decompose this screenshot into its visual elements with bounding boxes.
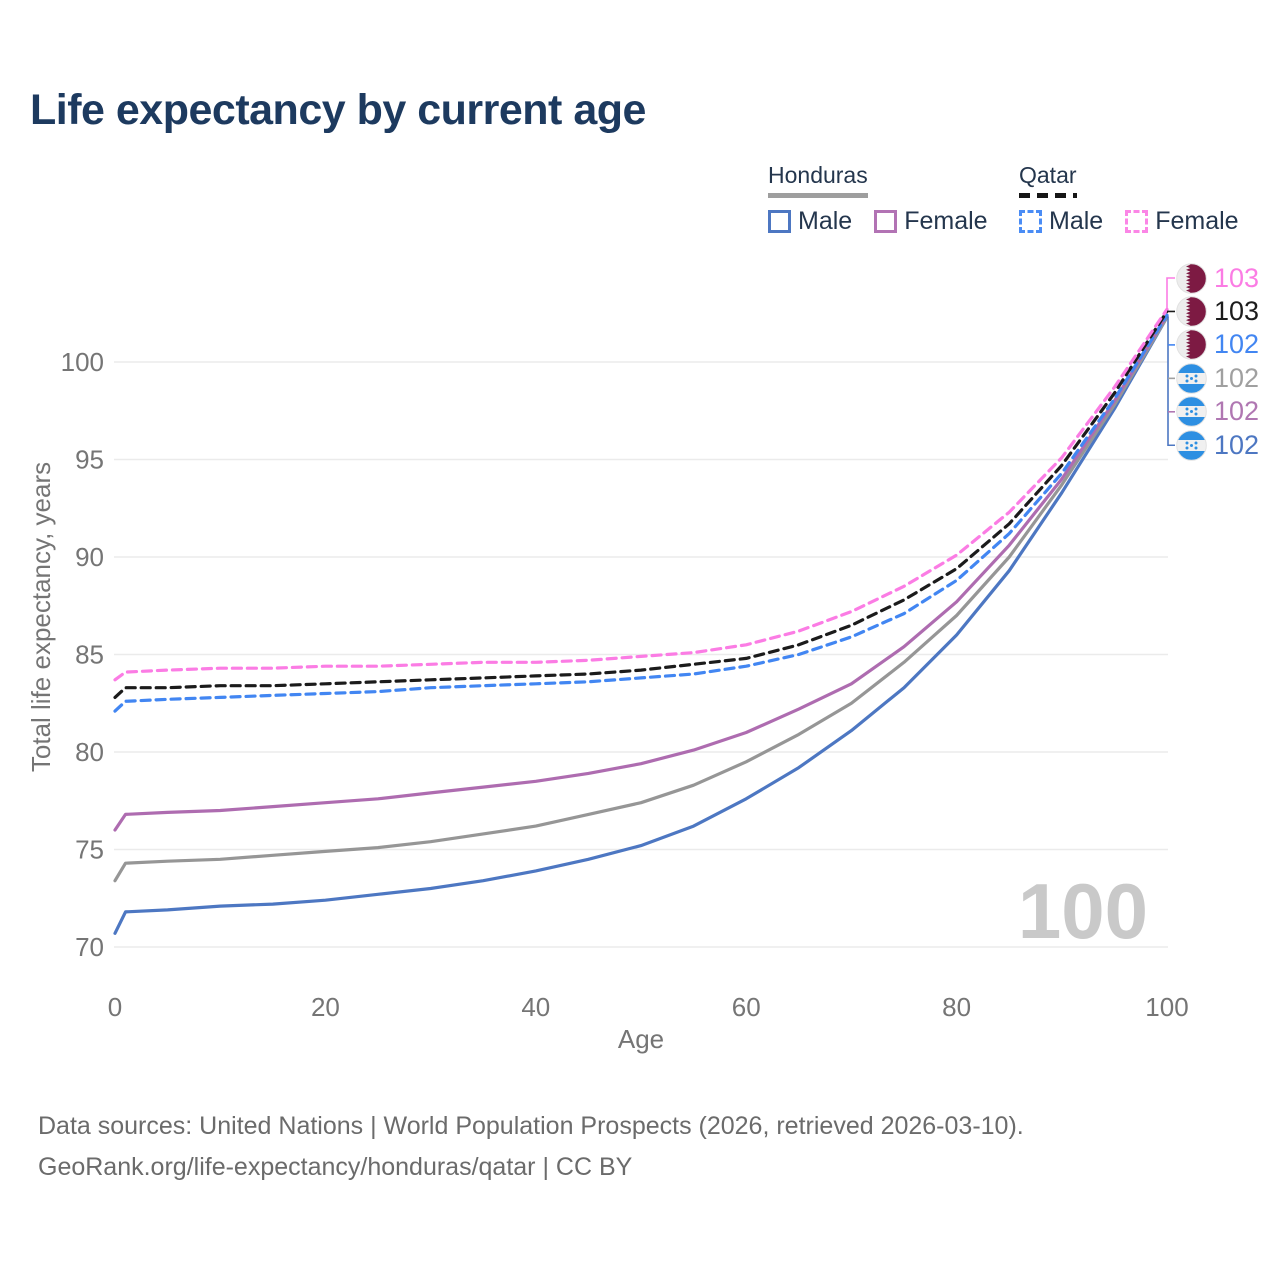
qatar-male-swatch <box>1019 210 1042 233</box>
x-tick-label-20: 20 <box>311 992 340 1022</box>
y-axis-title: Total life expectancy, years <box>26 462 56 772</box>
connector-line <box>1167 316 1175 447</box>
footer-attribution: GeoRank.org/life-expectancy/honduras/qat… <box>38 1153 633 1181</box>
end-label-honduras-female: 102 <box>1176 396 1259 427</box>
footer-sources: Data sources: United Nations | World Pop… <box>38 1112 1024 1140</box>
end-label-qatar-female: 103 <box>1176 262 1260 294</box>
flag-honduras-icon <box>1176 396 1207 427</box>
x-tick-label-80: 80 <box>942 992 971 1022</box>
end-label-connectors <box>1166 277 1175 447</box>
flag-qatar-icon <box>1176 329 1207 360</box>
qatar-total-line-swatch <box>1019 193 1077 198</box>
end-value: 102 <box>1214 362 1260 393</box>
honduras-total-line-swatch <box>768 193 868 198</box>
series-line-honduras-male <box>113 315 1169 935</box>
x-axis-ticks: 0 20 40 60 80 100 <box>108 992 1189 1022</box>
qatar-female-swatch <box>1125 210 1149 233</box>
y-tick-label-75: 75 <box>75 835 104 865</box>
y-tick-label-70: 70 <box>75 932 104 962</box>
series-lines <box>113 307 1169 935</box>
x-tick-label-0: 0 <box>108 992 122 1022</box>
legend-item-honduras-male[interactable]: Male <box>768 207 852 236</box>
flag-honduras-icon <box>1176 363 1207 394</box>
flag-qatar-icon <box>1176 263 1207 294</box>
connector-line <box>1166 277 1175 310</box>
legend-honduras-header[interactable]: Honduras <box>768 162 868 198</box>
legend-label-qatar-female: Female <box>1155 207 1239 235</box>
legend-label-honduras-male: Male <box>798 207 853 235</box>
legend-honduras-name: Honduras <box>768 162 868 188</box>
legend-group-honduras: Honduras Male Female <box>768 162 988 236</box>
legend-item-qatar-male[interactable]: Male <box>1019 207 1103 236</box>
end-value: 102 <box>1214 329 1260 360</box>
x-tick-label-40: 40 <box>521 992 550 1022</box>
legend-label-qatar-male: Male <box>1049 207 1104 235</box>
end-label-qatar-total: 103 <box>1176 295 1260 327</box>
x-axis-title: Age <box>618 1024 664 1054</box>
x-tick-label-60: 60 <box>732 992 761 1022</box>
age-watermark: 100 <box>1018 867 1148 955</box>
y-tick-label-80: 80 <box>75 737 104 767</box>
honduras-female-swatch <box>874 210 898 233</box>
y-tick-label-100: 100 <box>61 347 104 377</box>
y-axis-ticks: 70 75 80 85 90 95 100 <box>61 347 104 962</box>
series-line-honduras-female <box>113 313 1169 832</box>
footer: Data sources: United Nations | World Pop… <box>38 1106 1024 1188</box>
legend-group-qatar: Qatar Male Female <box>1019 162 1239 236</box>
series-line-qatar-male <box>113 313 1169 713</box>
x-tick-label-100: 100 <box>1145 992 1188 1022</box>
legend-qatar-header[interactable]: Qatar <box>1019 162 1077 198</box>
end-value: 102 <box>1214 429 1260 460</box>
end-label-honduras-male: 102 <box>1176 429 1260 461</box>
series-line-honduras-total <box>113 315 1169 883</box>
end-value: 103 <box>1214 262 1260 293</box>
series-line-qatar-total <box>113 309 1169 700</box>
end-label-honduras-total: 102 <box>1176 362 1260 394</box>
legend-label-honduras-female: Female <box>904 207 988 235</box>
page-title: Life expectancy by current age <box>30 86 646 134</box>
y-tick-label-95: 95 <box>75 445 104 475</box>
gridlines <box>114 361 1168 948</box>
legend-qatar-name: Qatar <box>1019 162 1077 188</box>
flag-honduras-icon <box>1176 430 1207 461</box>
legend-item-honduras-female[interactable]: Female <box>874 207 988 236</box>
end-value: 103 <box>1214 295 1260 326</box>
y-tick-label-85: 85 <box>75 640 104 670</box>
y-tick-label-90: 90 <box>75 542 104 572</box>
legend-item-qatar-female[interactable]: Female <box>1125 207 1239 236</box>
end-value: 102 <box>1214 396 1260 427</box>
flag-qatar-icon <box>1176 296 1207 327</box>
end-label-qatar-male: 102 <box>1176 329 1259 360</box>
honduras-male-swatch <box>768 210 791 233</box>
series-line-qatar-female <box>113 307 1169 682</box>
